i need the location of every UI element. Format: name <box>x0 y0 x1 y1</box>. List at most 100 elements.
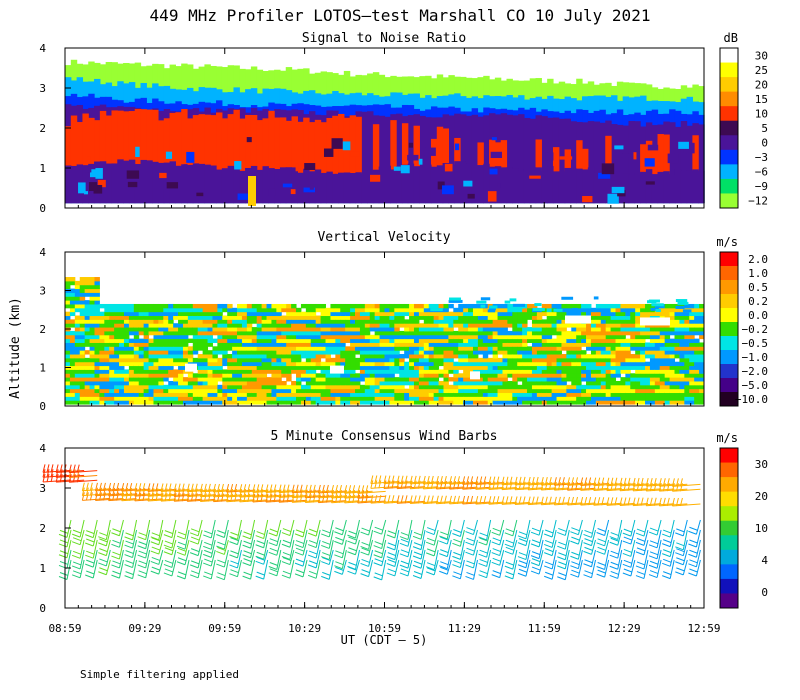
vv-cell <box>153 354 159 359</box>
vv-cell <box>251 377 258 382</box>
vv-cell <box>581 338 587 343</box>
vv-cell <box>679 400 685 405</box>
barb-flag <box>129 492 133 501</box>
vv-cell <box>266 377 272 382</box>
vv-cell <box>394 361 400 367</box>
vv-cell <box>237 377 243 382</box>
snr-cell <box>651 174 659 204</box>
vv-cell <box>192 400 199 405</box>
vv-cell <box>296 380 302 386</box>
barb-shaft <box>171 559 177 577</box>
vv-cell <box>605 365 612 370</box>
snr-cell <box>127 181 138 188</box>
barb-shaft <box>108 498 137 502</box>
vv-cell <box>187 384 194 390</box>
vv-cell <box>433 315 440 320</box>
barb-flag <box>230 484 234 493</box>
barb-flag <box>361 558 370 563</box>
vv-cell <box>69 369 76 374</box>
vv-cell <box>128 380 135 386</box>
vv-cell <box>620 307 626 313</box>
vv-cell <box>207 396 213 401</box>
vv-cell <box>399 354 405 359</box>
barb-flag <box>199 493 203 502</box>
vv-cell <box>143 377 150 382</box>
vv-cell <box>438 354 444 359</box>
y-tick-label: 1 <box>39 162 46 175</box>
barb-shaft <box>147 488 176 492</box>
vv-cell <box>649 334 656 340</box>
snr-cell <box>99 110 107 171</box>
vv-cell <box>291 315 297 320</box>
vv-cell <box>281 303 287 309</box>
vv-cell <box>649 400 656 405</box>
vv-cell <box>320 346 327 351</box>
vv-cell <box>468 380 474 386</box>
vv-cell <box>99 338 105 343</box>
vv-cell <box>217 330 223 336</box>
vv-cell <box>413 361 420 367</box>
snr-cell <box>134 108 142 165</box>
barb-flag <box>55 474 59 483</box>
barb-flag <box>278 494 282 503</box>
vv-cell <box>590 323 597 328</box>
vv-cell <box>394 380 400 386</box>
vv-cell <box>207 369 213 374</box>
barb-flag <box>294 562 304 567</box>
snr-cell <box>323 148 334 157</box>
vv-cell <box>502 350 508 355</box>
vv-cell <box>581 334 587 340</box>
barb-flag <box>203 488 207 497</box>
vv-cell <box>689 377 695 382</box>
barb-flag <box>181 483 185 492</box>
vv-cell <box>266 400 272 405</box>
vv-cell <box>109 342 115 347</box>
snr-cell <box>186 118 194 171</box>
vv-cell <box>625 373 631 378</box>
barb-shaft <box>184 549 190 565</box>
vv-cell <box>99 373 105 378</box>
vv-cell <box>69 396 76 401</box>
snr-cell <box>297 172 304 204</box>
vv-cell <box>468 334 474 340</box>
vv-cell <box>241 388 248 394</box>
barb-flag <box>138 483 142 492</box>
barb-shaft <box>278 499 308 503</box>
vv-cell <box>182 311 189 317</box>
barb-flag <box>72 550 82 555</box>
vv-cell <box>645 330 651 336</box>
vv-cell <box>640 342 646 347</box>
vv-cell <box>192 307 199 313</box>
snr-cell <box>674 169 682 204</box>
vv-cell <box>630 380 636 386</box>
vv-cell <box>114 380 120 386</box>
snr-cell <box>198 114 206 173</box>
vv-cell <box>133 323 140 328</box>
vv-cell <box>232 400 238 405</box>
barb-flag <box>190 483 194 492</box>
vv-cell <box>413 303 420 309</box>
barb-flag <box>55 469 59 478</box>
barb-flag <box>370 495 374 504</box>
vv-cell <box>512 303 526 307</box>
vv-cell <box>325 327 331 332</box>
vv-cell <box>590 373 597 378</box>
vv-cell <box>374 384 381 390</box>
vv-cell <box>266 365 272 370</box>
vv-cell <box>492 330 499 336</box>
vv-cell <box>428 365 435 370</box>
vv-cell <box>237 330 243 336</box>
vv-cell <box>389 392 395 397</box>
vv-cell <box>182 396 189 401</box>
vv-cell <box>227 303 233 309</box>
vv-cell <box>433 354 440 359</box>
vv-cell <box>212 319 218 324</box>
vv-cell <box>438 384 444 390</box>
barb-shaft <box>66 539 72 558</box>
vv-cell <box>187 327 194 332</box>
snr-cell <box>355 116 362 179</box>
vv-cell <box>522 357 528 363</box>
vv-cell <box>654 327 661 332</box>
barb-flag <box>173 493 177 502</box>
